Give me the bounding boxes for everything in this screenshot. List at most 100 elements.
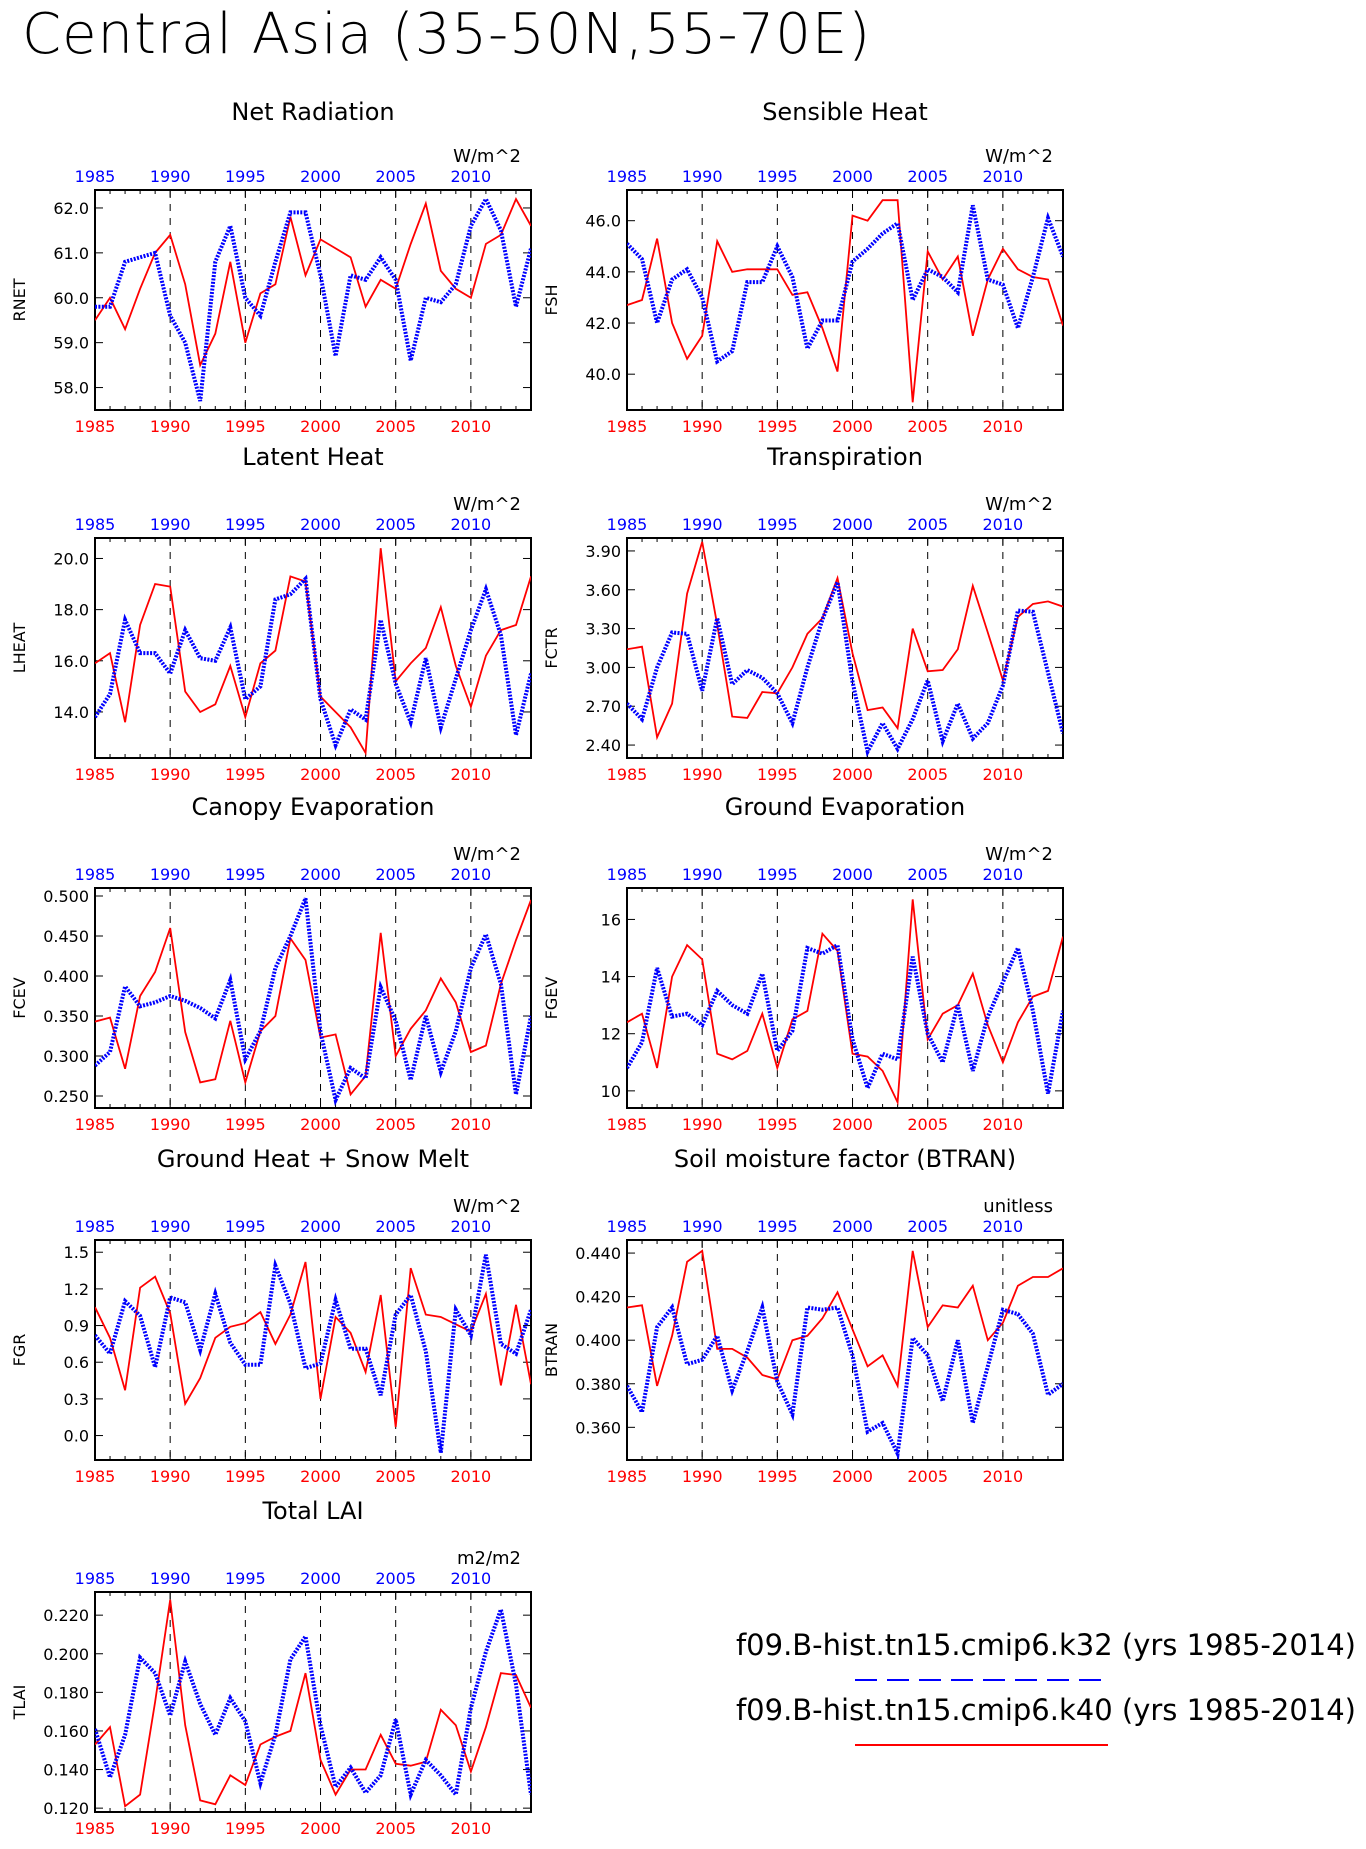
y-tick-label: 14 [601, 968, 621, 987]
x-tick-label-bottom: 1990 [682, 765, 723, 784]
x-tick-label-top: 1995 [757, 1217, 798, 1236]
x-tick-label-top: 2000 [300, 1569, 341, 1588]
y-tick-label: 1.5 [64, 1243, 89, 1262]
x-tick-label-top: 2000 [300, 515, 341, 534]
y-tick-label: 18.0 [53, 601, 89, 620]
x-tick-label-bottom: 2000 [300, 1819, 341, 1838]
x-tick-label-bottom: 1985 [607, 417, 648, 436]
x-tick-label-top: 1990 [150, 167, 191, 186]
x-tick-label-bottom: 2000 [300, 1467, 341, 1486]
y-axis-label: LHEAT [10, 623, 29, 674]
chart-panel: Latent Heat W/m^2 1985 1985 1990 1990 1995 1995… [10, 443, 532, 784]
plot-frame [94, 1239, 532, 1461]
chart-panel: Canopy Evaporation W/m^2 1985 1985 1990 1990 1… [10, 793, 532, 1134]
x-tick-label-bottom: 2000 [832, 1467, 873, 1486]
x-tick-label-bottom: 2010 [451, 417, 492, 436]
x-tick-label-top: 1990 [682, 1217, 723, 1236]
x-tick-label-top: 2000 [300, 865, 341, 884]
x-tick-label-bottom: 1995 [225, 1819, 266, 1838]
y-tick-label: 0.450 [43, 927, 89, 946]
y-tick-label: 44.0 [585, 263, 621, 282]
x-tick-label-bottom: 2010 [451, 765, 492, 784]
x-tick-label-top: 2005 [375, 167, 416, 186]
x-tick-label-bottom: 1985 [75, 1467, 116, 1486]
y-tick-label: 0.3 [64, 1390, 89, 1409]
x-tick-label-bottom: 1985 [75, 1115, 116, 1134]
x-tick-label-bottom: 2010 [451, 1819, 492, 1838]
x-tick-label-top: 2010 [983, 167, 1024, 186]
y-tick-label: 0.360 [575, 1418, 621, 1437]
x-tick-label-top: 1995 [225, 865, 266, 884]
x-tick-label-top: 2005 [907, 515, 948, 534]
y-axis-label: BTRAN [542, 1323, 561, 1377]
y-tick-label: 10 [601, 1082, 621, 1101]
series-line-k32 [627, 1299, 1063, 1460]
x-tick-label-bottom: 1995 [225, 1467, 266, 1486]
series-line-k40 [627, 199, 1063, 403]
units-label: W/m^2 [985, 146, 1053, 167]
y-tick-label: 60.0 [53, 289, 89, 308]
x-tick-label-bottom: 1990 [150, 417, 191, 436]
y-axis-label: FGR [10, 1334, 29, 1367]
series-line-k32 [627, 941, 1063, 1095]
x-tick-label-bottom: 1995 [757, 417, 798, 436]
y-tick-label: 0.500 [43, 887, 89, 906]
y-axis-label: FGEV [542, 977, 561, 1020]
x-tick-label-bottom: 1985 [607, 1115, 648, 1134]
x-tick-label-bottom: 2000 [300, 417, 341, 436]
x-tick-label-top: 2000 [300, 167, 341, 186]
x-tick-label-top: 2000 [300, 1217, 341, 1236]
units-label: W/m^2 [453, 844, 521, 865]
y-tick-label: 0.120 [43, 1799, 89, 1818]
series-line-k32 [627, 574, 1063, 758]
x-tick-label-bottom: 1985 [75, 1819, 116, 1838]
plot-frame [94, 1591, 532, 1813]
x-tick-label-top: 1990 [150, 865, 191, 884]
units-label: W/m^2 [985, 494, 1053, 515]
y-axis-label: FSH [542, 284, 561, 315]
x-tick-label-bottom: 1990 [682, 1115, 723, 1134]
chart-panel: Transpiration W/m^2 1985 1985 1990 1990 1995 19… [542, 443, 1064, 784]
y-tick-label: 0.440 [575, 1244, 621, 1263]
x-tick-label-bottom: 1985 [607, 765, 648, 784]
x-tick-label-top: 1995 [225, 515, 266, 534]
y-tick-label: 14.0 [53, 703, 89, 722]
x-tick-label-bottom: 1985 [607, 1467, 648, 1486]
series-line-k40 [95, 196, 531, 368]
x-tick-label-bottom: 1995 [225, 1115, 266, 1134]
y-tick-label: 0.350 [43, 1007, 89, 1026]
y-tick-label: 20.0 [53, 549, 89, 568]
x-tick-label-top: 2005 [907, 865, 948, 884]
x-tick-label-top: 1985 [607, 865, 648, 884]
x-tick-label-top: 2010 [451, 865, 492, 884]
x-tick-label-bottom: 2005 [375, 1115, 416, 1134]
x-tick-label-top: 2005 [907, 1217, 948, 1236]
series-line-k32 [95, 1254, 531, 1453]
y-tick-label: 0.6 [64, 1353, 89, 1372]
x-tick-label-top: 1995 [757, 515, 798, 534]
panel-title: Ground Evaporation [725, 793, 965, 821]
x-tick-label-top: 1990 [150, 515, 191, 534]
x-tick-label-top: 1995 [757, 865, 798, 884]
series-line-k40 [95, 899, 531, 1097]
series-line-k32 [95, 194, 531, 402]
x-tick-label-bottom: 1990 [682, 1467, 723, 1486]
series-line-k40 [627, 899, 1063, 1106]
x-tick-label-bottom: 2000 [300, 1115, 341, 1134]
plot-frame [94, 887, 532, 1109]
x-tick-label-top: 2005 [907, 167, 948, 186]
panel-title: Canopy Evaporation [192, 793, 435, 821]
panel-title: Transpiration [766, 443, 923, 471]
x-tick-label-top: 2005 [375, 515, 416, 534]
chart-panel: Ground Heat + Snow Melt W/m^2 1985 1985 1990… [10, 1145, 532, 1486]
y-tick-label: 3.90 [585, 542, 621, 561]
series-line-k32 [95, 574, 531, 751]
series-line-k32 [95, 897, 531, 1107]
y-tick-label: 0.220 [43, 1606, 89, 1625]
x-tick-label-top: 2010 [983, 1217, 1024, 1236]
y-tick-label: 2.70 [585, 697, 621, 716]
x-tick-label-bottom: 2005 [907, 1467, 948, 1486]
x-tick-label-top: 1985 [75, 1569, 116, 1588]
chart-panel: Net Radiation W/m^2 1985 1985 1990 1990 1995 19… [10, 98, 532, 436]
series-line-k32 [627, 204, 1063, 365]
